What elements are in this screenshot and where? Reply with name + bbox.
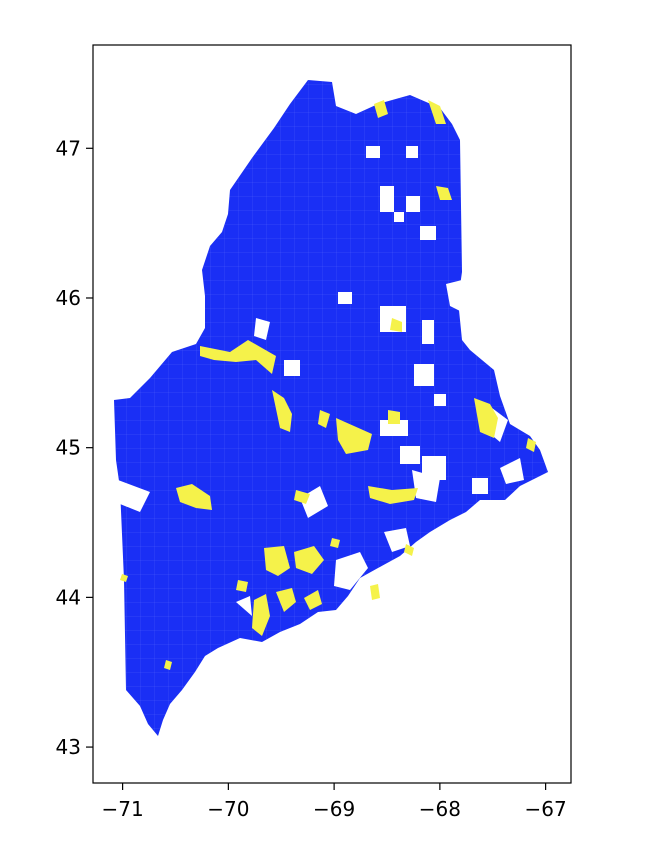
unshaded-areas: [118, 146, 524, 616]
y-tick-label: 44: [56, 585, 81, 609]
maine-landmass-texture: [114, 80, 548, 736]
x-tick-label: −69: [313, 797, 355, 821]
x-axis: −71 −70 −69 −68 −67: [102, 783, 567, 821]
y-tick-label: 43: [56, 735, 81, 759]
x-tick-label: −68: [419, 797, 461, 821]
axes-frame: [92, 44, 572, 784]
x-tick-label: −71: [102, 797, 144, 821]
y-axis: 43 44 45 46 47: [56, 136, 93, 759]
map-plot-area: [114, 80, 548, 736]
highlighted-areas: [120, 100, 536, 670]
y-tick-label: 47: [56, 136, 81, 160]
x-tick-label: −67: [525, 797, 567, 821]
x-tick-label: −70: [207, 797, 249, 821]
y-tick-label: 46: [56, 286, 81, 310]
y-tick-label: 45: [56, 436, 81, 460]
